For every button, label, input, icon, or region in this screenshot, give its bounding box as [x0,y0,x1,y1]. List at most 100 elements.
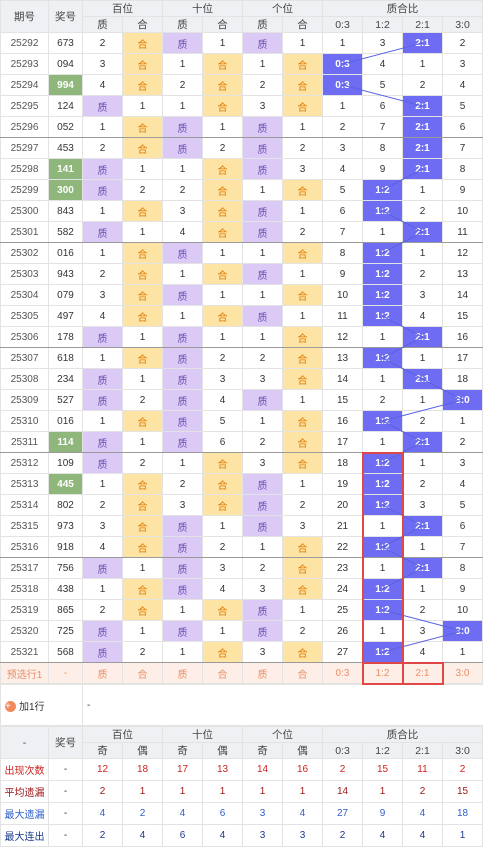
predict-cell[interactable]: 合 [122,662,163,684]
cell: 1 [402,536,443,558]
data-row: 25309 527 质 2 质 4 质 1 15 2 1 3:0 [0,389,483,411]
cell: 1:2 [362,284,403,306]
cell: 3 [322,137,363,159]
cell: 2 [402,410,443,432]
draw-number: 994 [48,74,83,96]
cell: 3 [402,620,443,642]
data-row: 25318 438 1 合质 4 3 合 24 1:2 1 9 [0,578,483,600]
predict-cell[interactable]: - [48,662,83,684]
cell: 1:2 [362,494,403,516]
stat-value: 2 [442,758,483,781]
period: 25318 [0,578,49,600]
header-row: - 奖号 百位 十位 个位 质合比 [0,726,483,759]
predict-cell[interactable]: 1:2 [362,662,403,684]
cell: 1 [362,620,403,642]
sub-header: 质 [242,16,283,33]
cell: 16 [322,410,363,432]
cell: 质 [162,431,203,453]
draw-number: 973 [48,515,83,537]
predict-cell[interactable]: 合 [202,662,243,684]
cell: 1 [122,620,163,642]
data-row: 25308 234 质 1 质 3 3 合 14 1 2:1 18 [0,368,483,390]
cell: 1 [282,389,323,411]
stat-value: 13 [202,758,243,781]
add-row-button[interactable]: + 加1行 [0,684,83,726]
stat-value: 9 [362,802,403,825]
cell: 3 [82,53,123,75]
predict-cell[interactable]: 质 [242,662,283,684]
cell: 4 [442,473,483,495]
cell: 合 [202,179,243,201]
period: 25306 [0,326,49,348]
stat-value: 27 [322,802,363,825]
column-header: 百位 [82,0,163,17]
draw-number: 300 [48,179,83,201]
predict-cell[interactable]: 预选行1 [0,662,49,684]
cell: 3 [202,557,243,579]
sub-header: 质 [82,16,123,33]
draw-number: 582 [48,221,83,243]
predict-cell[interactable]: 0:3 [322,662,363,684]
predict-cell[interactable]: 合 [282,662,323,684]
cell: 1 [402,347,443,369]
cell: 2 [442,32,483,54]
cell: 合 [122,137,163,159]
stat-value: 4 [402,802,443,825]
cell: 4 [402,305,443,327]
cell: 10 [442,599,483,621]
column-header: 奖号 [48,726,83,759]
cell: 3 [282,515,323,537]
cell: 合 [202,641,243,663]
cell: 1 [362,557,403,579]
cell: 合 [282,347,323,369]
draw-number: 445 [48,473,83,495]
cell: 1 [202,326,243,348]
predict-cell[interactable]: 质 [162,662,203,684]
column-header: 奖号 [48,0,83,33]
cell: 1:2 [362,473,403,495]
cell: 5 [442,494,483,516]
cell: 1 [82,200,123,222]
cell: 合 [122,347,163,369]
draw-number: 918 [48,536,83,558]
column-header: 期号 [0,0,49,33]
stat-label: 最大连出 [0,824,49,847]
period: 25307 [0,347,49,369]
cell: 1 [122,557,163,579]
period: 25301 [0,221,49,243]
predict-cell[interactable]: 质 [82,662,123,684]
cell: 4 [362,53,403,75]
period: 25314 [0,494,49,516]
cell: 9 [322,263,363,285]
cell: 7 [442,536,483,558]
period: 25294 [0,74,49,96]
cell: 质 [82,179,123,201]
cell: 1 [162,641,203,663]
cell: 1 [122,368,163,390]
cell: 19 [322,473,363,495]
add-row-label[interactable]: 加1行 [19,701,45,713]
cell: 1:2 [362,536,403,558]
cell: 5 [202,410,243,432]
cell: 2 [402,263,443,285]
cell: 质 [242,137,283,159]
cell: 2 [362,389,403,411]
cell: 2 [122,641,163,663]
cell: 合 [282,557,323,579]
cell: 20 [322,494,363,516]
cell: 质 [242,389,283,411]
cell: 质 [82,452,123,474]
predict-cell[interactable]: 3:0 [442,662,483,684]
cell: 合 [202,74,243,96]
cell: 2:1 [402,431,443,453]
cell: 14 [322,368,363,390]
predict-cell[interactable]: 2:1 [402,662,443,684]
cell: 合 [202,95,243,117]
period: 25309 [0,389,49,411]
cell: 1 [322,95,363,117]
draw-number: 618 [48,347,83,369]
data-row: 25294 994 4 合 2 合 2 合 0:3 5 2 4 [0,74,483,96]
draw-number: 497 [48,305,83,327]
draw-number: 178 [48,326,83,348]
cell: 合 [202,263,243,285]
